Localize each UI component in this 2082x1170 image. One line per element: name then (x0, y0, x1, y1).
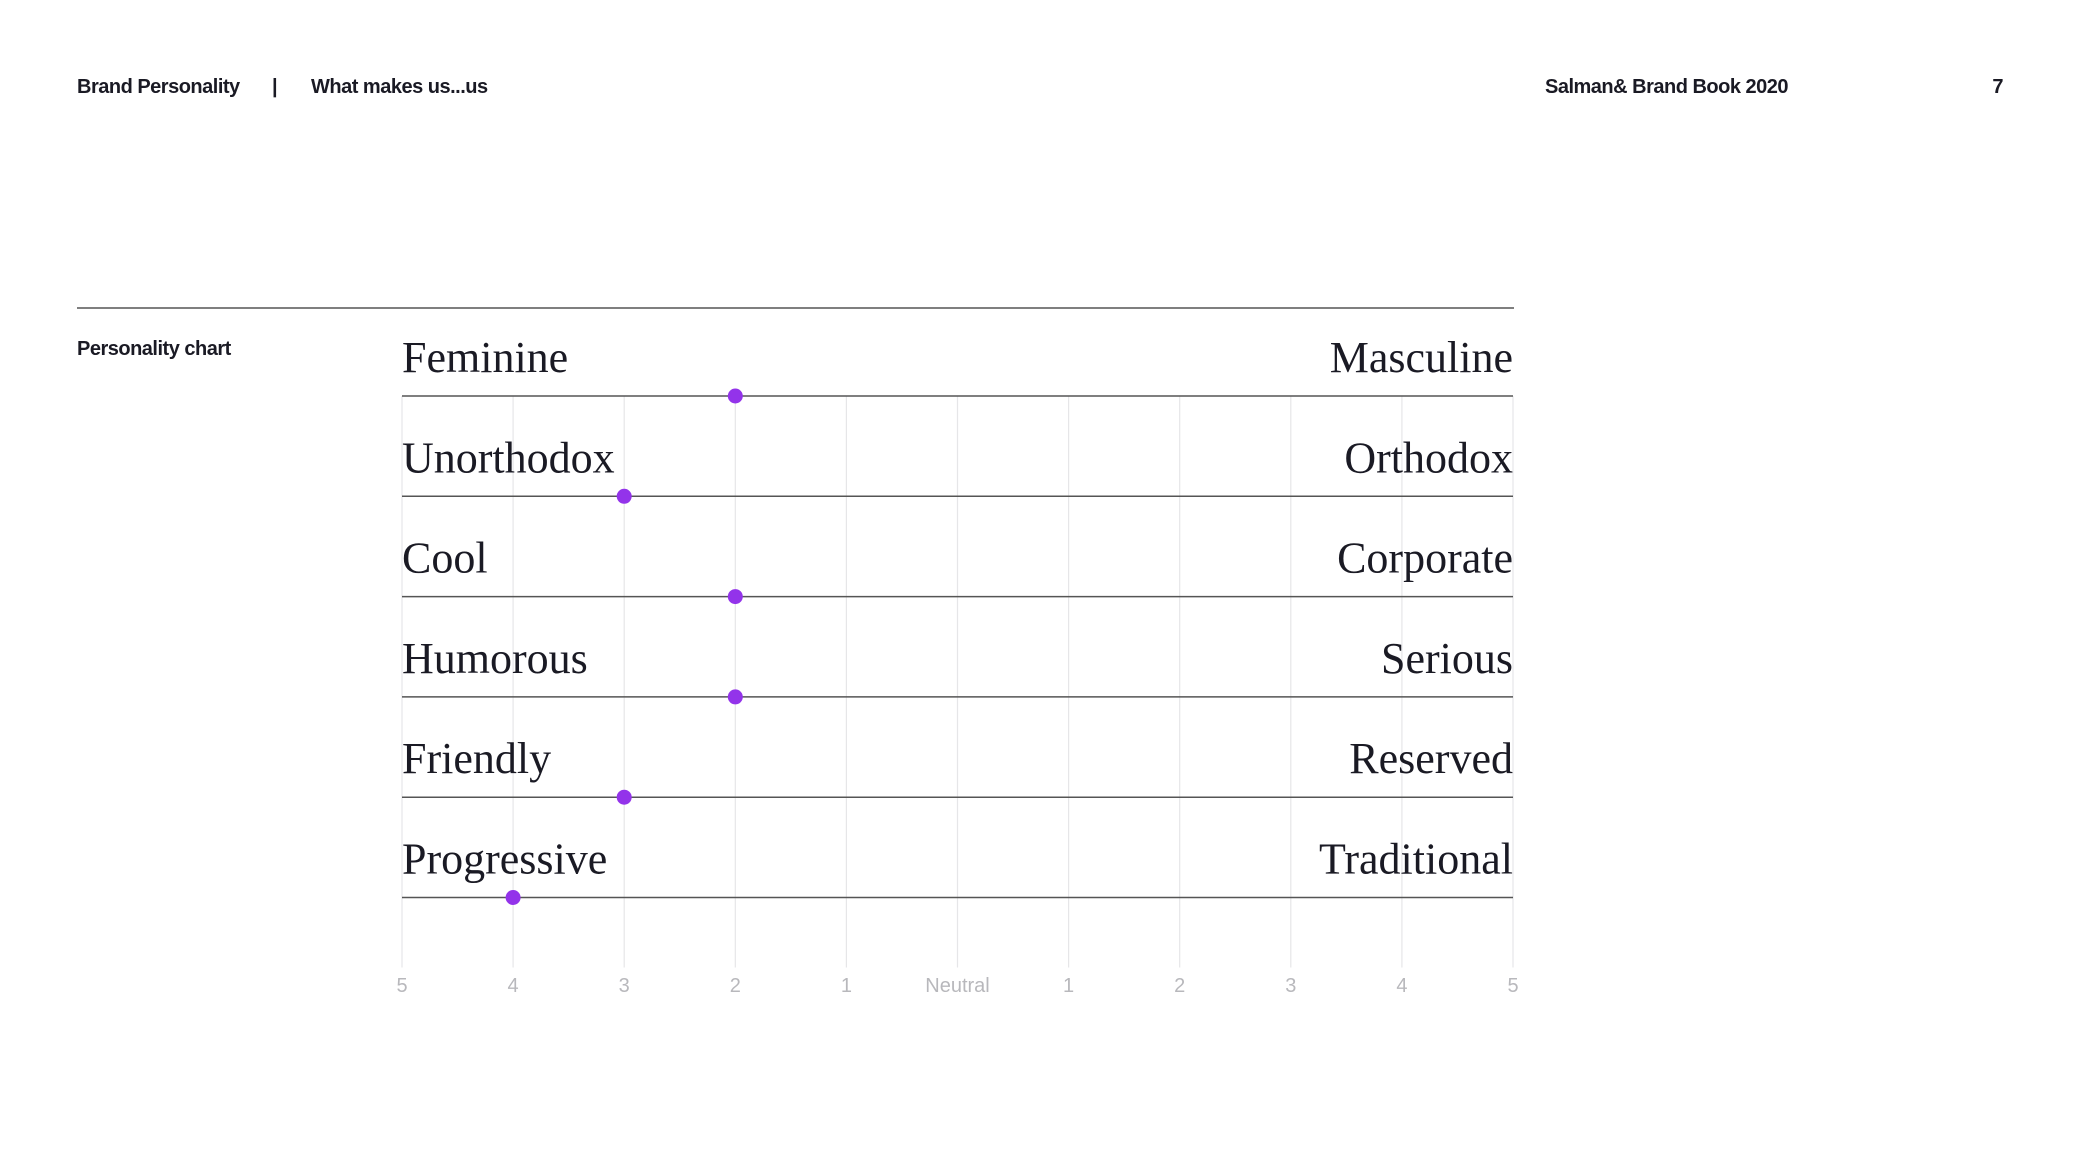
subtitle: What makes us...us (311, 76, 488, 98)
section-title: Brand Personality (77, 76, 241, 98)
dot (616, 488, 632, 504)
left-label: Unorthodox (402, 433, 615, 482)
dot (505, 890, 521, 905)
x-tick-label: 3 (1285, 975, 1296, 997)
x-tick-label: 2 (730, 975, 741, 997)
right-label: Traditional (1319, 835, 1513, 884)
x-tick-label: Neutral (925, 975, 989, 997)
x-tick-label: 4 (508, 975, 519, 997)
chart-title: Personality chart (77, 338, 232, 360)
dot (616, 789, 632, 805)
x-tick-label: 1 (841, 975, 852, 997)
book-title: Salman& Brand Book 2020 (1545, 76, 1788, 98)
left-label: Cool (402, 534, 488, 583)
right-label: Reserved (1349, 734, 1513, 783)
x-tick-label: 5 (396, 975, 407, 997)
left-label: Humorous (402, 634, 588, 683)
x-tick-label: 3 (619, 975, 630, 997)
x-tick-label: 2 (1174, 975, 1185, 997)
dot (727, 589, 743, 605)
left-label: Feminine (402, 333, 568, 382)
page-number: 7 (1992, 76, 2003, 98)
separator: | (272, 76, 277, 98)
dot (727, 689, 743, 705)
dot (727, 388, 743, 404)
x-tick-label: 4 (1396, 975, 1407, 997)
x-tick-label: 5 (1507, 975, 1518, 997)
right-label: Orthodox (1344, 433, 1513, 482)
right-label: Masculine (1330, 333, 1513, 382)
left-label: Friendly (402, 734, 551, 783)
left-label: Progressive (402, 835, 607, 884)
right-label: Serious (1381, 634, 1513, 683)
x-tick-label: 1 (1063, 975, 1074, 997)
right-label: Corporate (1337, 534, 1513, 583)
